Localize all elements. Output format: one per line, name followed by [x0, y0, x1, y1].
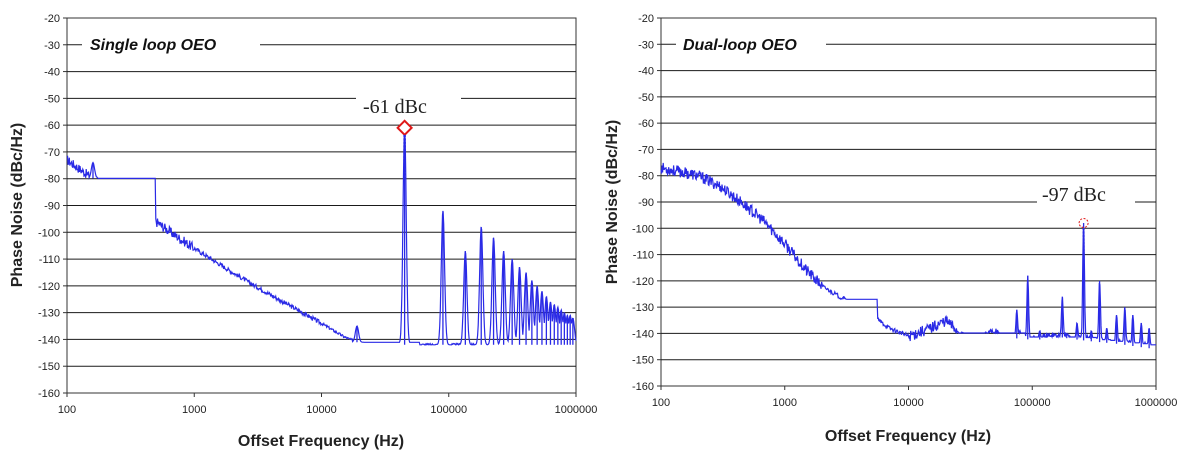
x-tick-label: 100 — [58, 404, 76, 416]
y-tick-labels: -20 -30 -40 -50 -60 -70 -80 -90 -100 -110 -120 -130… — [632, 13, 654, 393]
y-tick-label: -20 — [44, 13, 60, 25]
noise-trace — [660, 162, 1156, 349]
y-tick-label: -150 — [632, 355, 654, 367]
y-tick-label: -20 — [638, 13, 654, 25]
y-axis-title: Phase Noise (dBc/Hz) — [604, 120, 621, 284]
x-tick-label: 1000000 — [1135, 397, 1178, 409]
x-tick-label: 1000000 — [555, 404, 598, 416]
chart-single-loop: -20 -30 -40 -50 -60 -70 -80 -90 -100 -110 -120 -130… — [9, 13, 597, 450]
x-tick-label: 100000 — [1014, 397, 1051, 409]
y-tick-label: -80 — [44, 174, 60, 186]
x-tick-labels: 100 1000 10000 100000 1000000 — [58, 404, 598, 416]
y-tick-label: -130 — [632, 302, 654, 314]
x-tick-label: 10000 — [306, 404, 337, 416]
y-tick-label: -100 — [38, 227, 60, 239]
y-tick-label: -70 — [44, 147, 60, 159]
y-tick-label: -100 — [632, 223, 654, 235]
noise-trace-line — [66, 127, 577, 346]
x-tick-label: 100000 — [430, 404, 467, 416]
grid-lines — [657, 17, 1157, 390]
x-tick-label: 100 — [652, 397, 670, 409]
noise-trace-line — [660, 162, 1156, 346]
x-tick-label: 1000 — [773, 397, 797, 409]
x-axis-title: Offset Frequency (Hz) — [238, 433, 404, 450]
y-tick-label: -60 — [44, 120, 60, 132]
annotation-backing — [1037, 180, 1135, 208]
peak-marker — [1078, 218, 1089, 264]
y-tick-label: -110 — [633, 250, 654, 262]
peak-marker-circle — [1078, 218, 1089, 229]
x-tick-labels: 100 1000 10000 100000 1000000 — [652, 397, 1178, 409]
y-tick-label: -40 — [44, 67, 60, 79]
chart-dual-loop: -20 -30 -40 -50 -60 -70 -80 -90 -100 -110 -120 -130… — [604, 13, 1177, 445]
annotation-label: -97 dBc — [1042, 184, 1106, 206]
x-tick-label: 1000 — [182, 404, 206, 416]
chart-title-backing — [82, 32, 260, 56]
y-tick-label: -120 — [38, 281, 60, 293]
y-tick-label: -90 — [44, 201, 60, 213]
y-tick-label: -160 — [38, 388, 60, 400]
y-tick-label: -60 — [638, 118, 654, 130]
y-tick-labels: -20 -30 -40 -50 -60 -70 -80 -90 -100 -110 -120 -130… — [38, 13, 60, 400]
annotation-label: -61 dBc — [363, 96, 427, 118]
y-tick-label: -30 — [44, 40, 60, 52]
y-tick-label: -30 — [638, 39, 654, 51]
chart-title: Dual-loop OEO — [683, 37, 797, 54]
chart-title-backing — [676, 32, 826, 56]
y-tick-label: -120 — [632, 276, 654, 288]
y-tick-label: -160 — [632, 381, 654, 393]
y-tick-label: -40 — [638, 66, 654, 78]
y-tick-label: -70 — [638, 144, 654, 156]
y-tick-label: -140 — [632, 328, 654, 340]
peak-marker — [396, 119, 414, 178]
chart-title: Single loop OEO — [90, 37, 217, 54]
y-axis-title: Phase Noise (dBc/Hz) — [9, 123, 26, 287]
x-tick-label: 10000 — [893, 397, 924, 409]
y-tick-label: -90 — [638, 197, 654, 209]
y-tick-label: -150 — [38, 361, 60, 373]
x-axis-title: Offset Frequency (Hz) — [825, 428, 991, 445]
y-tick-label: -80 — [638, 171, 654, 183]
y-tick-label: -140 — [38, 334, 60, 346]
y-tick-label: -130 — [38, 308, 60, 320]
annotation-backing — [356, 92, 461, 120]
y-tick-label: -50 — [638, 92, 654, 104]
y-tick-label: -110 — [39, 254, 60, 266]
y-tick-label: -50 — [44, 93, 60, 105]
